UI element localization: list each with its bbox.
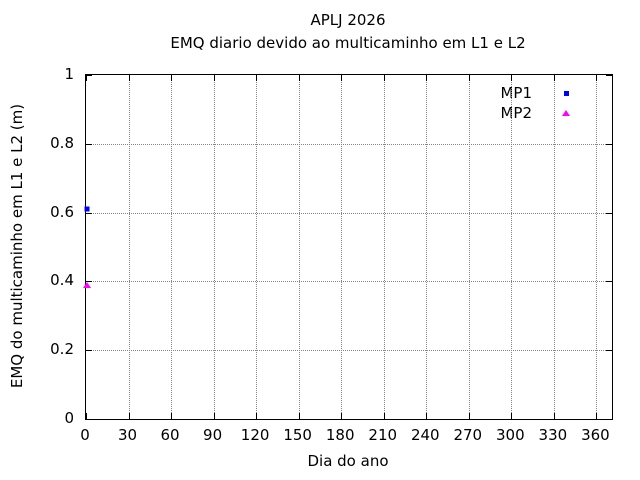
x-tick-top [213,75,215,81]
y-gridline [86,350,612,352]
x-tick-bottom [171,413,173,419]
y-tick-right [606,281,612,283]
legend: MP1 MP2 [500,83,612,123]
y-tick-label: 0 [64,409,74,427]
x-gridline [383,75,385,419]
y-tick-right [606,143,612,145]
x-tick-top [426,75,428,81]
y-gridline [86,281,612,283]
data-point-mp2 [83,281,92,288]
x-tick-top [298,75,300,81]
legend-marker-mp2 [562,110,570,116]
x-tick-bottom [553,413,555,419]
x-tick-bottom [86,413,87,419]
y-gridline [86,143,612,145]
chart-subtitle: EMQ diario devido ao multicaminho em L1 … [170,34,526,52]
legend-label-mp1: MP1 [500,84,532,102]
x-tick-top [383,75,385,81]
legend-label-mp2: MP2 [500,104,532,122]
y-tick-label: 0.6 [50,202,74,221]
y-tick-left [86,350,92,352]
x-tick-top [468,75,470,81]
y-tick-label: 0.2 [50,340,74,359]
x-tick-top [86,75,87,81]
x-gridline [341,75,343,419]
data-point-mp1 [84,206,90,212]
legend-row-mp2: MP2 [500,103,612,123]
x-tick-bottom [128,413,130,419]
x-tick-bottom [341,413,343,419]
x-tick-label: 270 [453,426,483,444]
x-tick-bottom [511,413,513,419]
x-tick-top [511,75,513,81]
y-tick-label: 0.4 [50,271,74,290]
x-tick-top [341,75,343,81]
x-tick-bottom [213,413,215,419]
x-tick-label: 30 [117,426,138,444]
x-gridline [511,75,513,419]
y-tick-right [606,419,612,420]
x-tick-label: 300 [496,426,525,444]
y-gridline [86,212,612,214]
y-tick-label: 0.8 [50,133,74,152]
x-gridline [128,75,130,419]
y-tick-right [606,75,612,76]
x-gridline [171,75,173,419]
x-tick-label: 150 [283,426,312,444]
x-gridline [213,75,215,419]
y-tick-left [86,143,92,145]
x-tick-label: 360 [581,426,610,444]
x-tick-top [128,75,130,81]
x-tick-top [171,75,173,81]
x-tick-top [596,75,598,81]
x-gridline [553,75,555,419]
x-gridline [256,75,258,419]
x-gridline [298,75,300,419]
x-tick-top [256,75,258,81]
x-tick-label: 90 [203,426,223,444]
x-tick-label: 120 [240,426,270,444]
y-tick-label: 1 [64,65,74,83]
x-gridline [596,75,598,419]
x-tick-label: 240 [410,426,440,444]
x-tick-label: 0 [80,426,90,444]
x-tick-bottom [596,413,598,419]
x-axis-label: Dia do ano [307,452,389,470]
x-tick-top [553,75,555,81]
x-tick-bottom [256,413,258,419]
x-tick-bottom [426,413,428,419]
plot-area: MP1 MP2 [83,74,613,420]
x-gridline [468,75,470,419]
y-tick-right [606,350,612,352]
x-tick-bottom [383,413,385,419]
chart-title: APLJ 2026 [310,11,386,29]
y-tick-left [86,419,92,420]
x-tick-label: 210 [368,426,398,444]
x-tick-label: 180 [325,426,355,444]
x-tick-label: 330 [538,426,568,444]
x-gridline [426,75,428,419]
x-tick-label: 60 [160,426,180,444]
y-tick-left [86,75,92,76]
x-tick-bottom [468,413,470,419]
x-tick-bottom [298,413,300,419]
legend-marker-mp1 [563,90,569,96]
y-tick-right [606,212,612,214]
y-tick-left [86,212,92,214]
legend-row-mp1: MP1 [500,83,612,103]
